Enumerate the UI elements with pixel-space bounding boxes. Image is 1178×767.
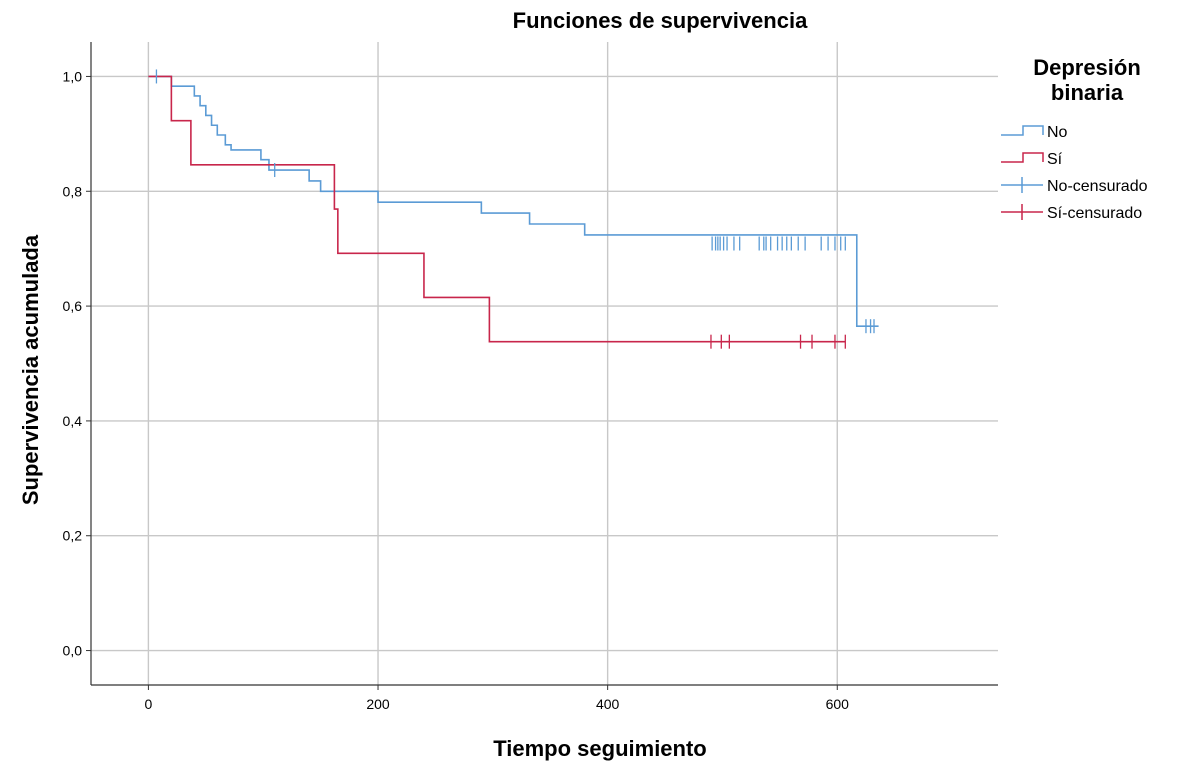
x-tick-label: 200 bbox=[366, 696, 390, 712]
series-line-si bbox=[148, 75, 846, 343]
tick-labels: 0,0 0,2 0,4 0,6 0,8 1,0 0 200 400 600 bbox=[63, 68, 850, 712]
legend-label-no: No bbox=[1047, 124, 1068, 141]
y-tick-label: 0,6 bbox=[63, 298, 83, 314]
legend-swatch-si bbox=[1001, 152, 1044, 163]
x-axis-title: Tiempo seguimiento bbox=[493, 736, 707, 761]
y-tick-label: 1,0 bbox=[63, 68, 83, 84]
chart-title: Funciones de supervivencia bbox=[512, 8, 808, 33]
x-tick-label: 600 bbox=[826, 696, 850, 712]
legend-label-no-censurado: No-censurado bbox=[1047, 178, 1148, 195]
censor-marks bbox=[155, 69, 875, 349]
y-tick-label: 0,0 bbox=[63, 643, 83, 659]
y-tick-label: 0,2 bbox=[63, 528, 83, 544]
axes bbox=[86, 42, 998, 690]
series-line-no bbox=[148, 75, 879, 327]
legend-title: Depresión binaria bbox=[1033, 55, 1141, 105]
grid bbox=[91, 42, 998, 685]
legend-swatch-no bbox=[1001, 125, 1044, 136]
legend: No Sí No-censurado Sí-censurado bbox=[1001, 124, 1148, 222]
y-tick-label: 0,4 bbox=[63, 413, 83, 429]
x-tick-label: 400 bbox=[596, 696, 620, 712]
x-tick-label: 0 bbox=[145, 696, 153, 712]
legend-label-si: Sí bbox=[1047, 151, 1063, 168]
series-lines bbox=[148, 75, 879, 343]
legend-label-si-censurado: Sí-censurado bbox=[1047, 205, 1142, 222]
y-tick-label: 0,8 bbox=[63, 183, 83, 199]
